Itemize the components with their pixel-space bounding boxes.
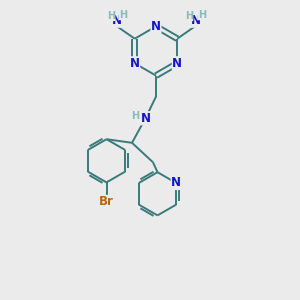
Text: N: N [112,14,122,27]
Text: H: H [184,11,193,21]
Text: N: N [140,112,151,125]
Text: H: H [119,10,128,20]
Text: Br: Br [99,195,114,208]
Text: H: H [106,11,115,21]
Text: H: H [131,111,139,121]
Text: N: N [151,20,161,33]
Text: N: N [172,57,182,70]
Text: H: H [198,10,206,20]
Text: N: N [191,14,201,27]
Text: N: N [130,57,140,70]
Text: N: N [171,176,181,190]
